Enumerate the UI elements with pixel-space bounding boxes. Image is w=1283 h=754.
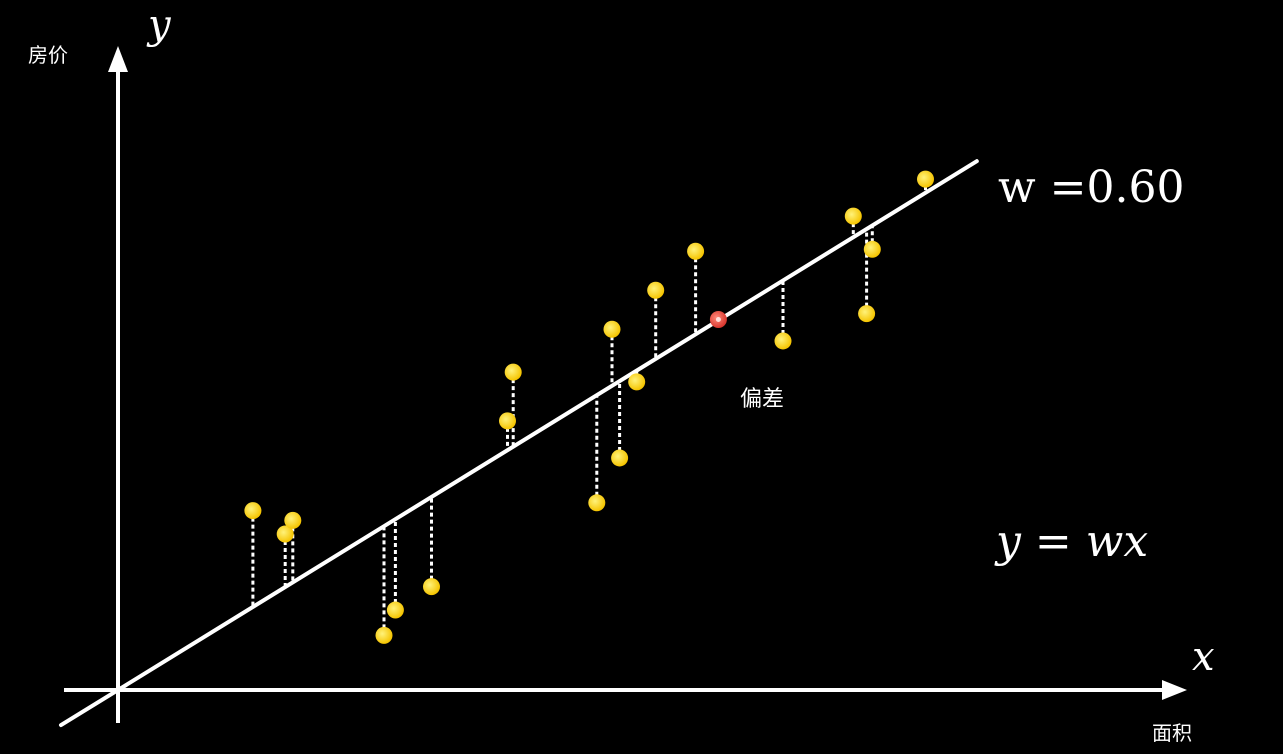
data-point bbox=[284, 511, 302, 529]
data-points bbox=[244, 170, 934, 644]
x-axis-arrow bbox=[1162, 680, 1187, 700]
data-point bbox=[588, 494, 606, 512]
data-point bbox=[917, 170, 934, 188]
model-equation: y = wx bbox=[994, 516, 1148, 567]
data-point bbox=[647, 281, 665, 299]
y-axis-arrow bbox=[108, 46, 128, 72]
data-point bbox=[375, 626, 393, 644]
data-point-highlight-core bbox=[715, 317, 721, 322]
data-point bbox=[244, 502, 262, 520]
fit-line bbox=[59, 159, 979, 728]
data-point bbox=[423, 578, 440, 596]
data-point bbox=[611, 449, 629, 467]
x-axis-name: 面积 bbox=[1152, 721, 1192, 745]
data-point bbox=[499, 412, 516, 430]
data-point bbox=[628, 373, 646, 391]
data-point bbox=[844, 207, 862, 225]
data-point bbox=[276, 525, 294, 543]
data-point bbox=[863, 240, 881, 258]
data-point bbox=[687, 242, 705, 260]
data-point bbox=[858, 305, 876, 323]
data-point bbox=[774, 332, 792, 350]
residual-lines bbox=[251, 179, 927, 636]
data-point bbox=[386, 601, 404, 619]
residual-label: 偏差 bbox=[740, 387, 784, 412]
weight-readout: w =0.60 bbox=[998, 162, 1184, 213]
x-axis-symbol: x bbox=[1192, 634, 1215, 680]
y-axis-name: 房价 bbox=[28, 43, 68, 67]
y-axis-symbol: y bbox=[146, 2, 172, 48]
data-point bbox=[603, 320, 621, 338]
data-point bbox=[504, 363, 522, 381]
